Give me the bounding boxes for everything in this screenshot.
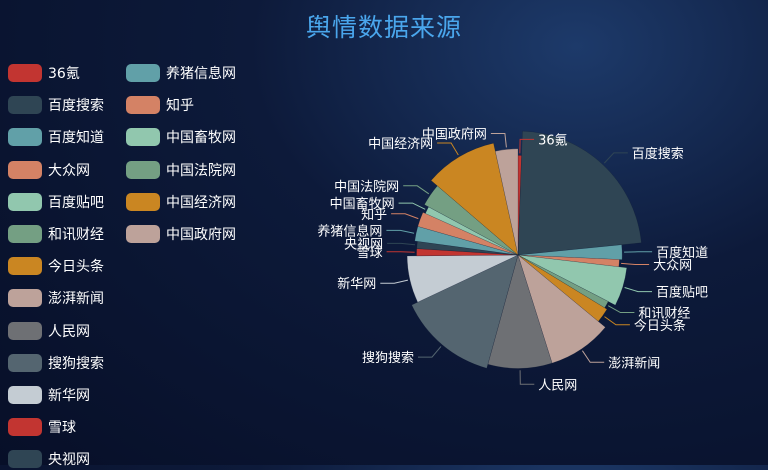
slice-label: 大众网 [653, 259, 692, 274]
slice-label: 养猪信息网 [317, 223, 382, 239]
slice-label: 央视网 [344, 237, 383, 252]
leader-line [608, 306, 634, 313]
leader-line [418, 346, 441, 357]
slice-label: 中国法院网 [334, 180, 399, 195]
leader-line [391, 214, 418, 219]
leader-line [387, 243, 415, 244]
leader-line [625, 288, 652, 292]
leader-line [399, 203, 426, 209]
leader-line [437, 143, 458, 155]
slice-label: 中国政府网 [422, 128, 487, 143]
leader-line [621, 263, 649, 264]
leader-line [605, 317, 630, 325]
slice-label: 36氪 [538, 132, 568, 148]
leader-line [520, 370, 534, 384]
leader-line [604, 153, 628, 163]
slice-label: 百度贴吧 [656, 285, 708, 301]
slice-label: 中国畜牧网 [330, 196, 395, 212]
leader-line [582, 351, 604, 363]
leader-line [403, 186, 429, 194]
slice-label: 今日头条 [634, 318, 686, 334]
slice-label: 人民网 [538, 378, 577, 393]
pie-slice[interactable] [518, 131, 641, 255]
slice-label: 百度搜索 [632, 146, 684, 162]
slice-label: 新华网 [337, 276, 376, 292]
slice-label: 澎湃新闻 [608, 355, 660, 371]
leader-line [380, 280, 408, 283]
leader-line [386, 230, 414, 233]
slice-label: 搜狗搜索 [362, 351, 414, 366]
